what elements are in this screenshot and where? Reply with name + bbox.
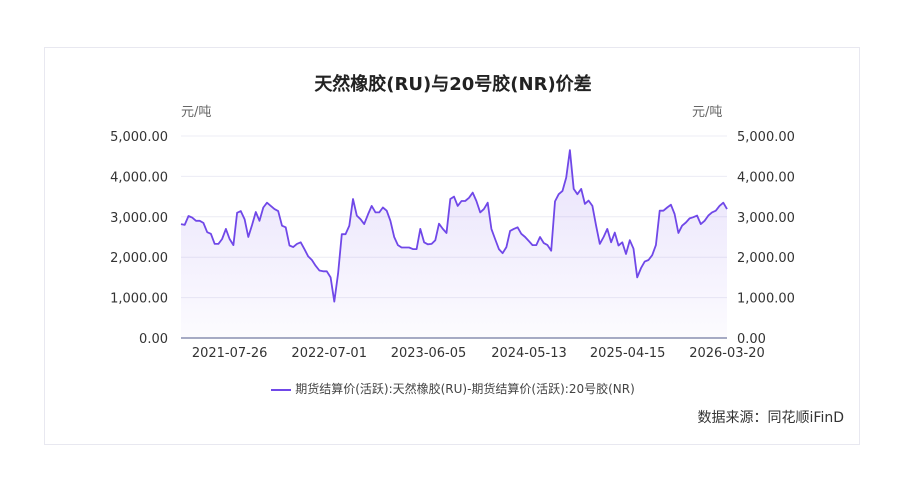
data-source: 数据来源：同花顺iFinD: [697, 410, 844, 426]
x-tick-label: 2021-07-26: [192, 346, 268, 361]
chart-title: 天然橡胶(RU)与20号胶(NR)价差: [314, 74, 592, 95]
y-tick-label-left: 3,000.00: [110, 211, 168, 226]
y-tick-label-right: 4,000.00: [737, 170, 795, 185]
series-area: [181, 150, 727, 338]
x-tick-label: 2022-07-01: [291, 346, 367, 361]
legend-swatch: [271, 388, 292, 391]
y-tick-label-right: 0.00: [737, 332, 766, 347]
legend[interactable]: 期货结算价(活跃):天然橡胶(RU)-期货结算价(活跃):20号胶(NR): [0, 380, 906, 397]
y-tick-label-left: 2,000.00: [110, 251, 168, 266]
y-tick-label-left: 1,000.00: [110, 292, 168, 307]
y-tick-label-right: 1,000.00: [737, 292, 795, 307]
y-tick-label-left: 0.00: [139, 332, 168, 347]
x-tick-label: 2026-03-20: [689, 346, 765, 361]
y-tick-label-right: 5,000.00: [737, 130, 795, 145]
y-tick-label-left: 4,000.00: [110, 170, 168, 185]
x-tick-label: 2024-05-13: [491, 346, 567, 361]
y-tick-label-left: 5,000.00: [110, 130, 168, 145]
y-tick-label-right: 3,000.00: [737, 211, 795, 226]
series-line: [180, 149, 728, 303]
y-unit-left: 元/吨: [181, 105, 212, 120]
y-unit-right: 元/吨: [692, 105, 723, 120]
legend-label: 期货结算价(活跃):天然橡胶(RU)-期货结算价(活跃):20号胶(NR): [295, 382, 635, 396]
chart-card: [44, 47, 860, 445]
y-tick-label-right: 2,000.00: [737, 251, 795, 266]
x-tick-label: 2025-04-15: [590, 346, 666, 361]
x-tick-label: 2023-06-05: [391, 346, 467, 361]
